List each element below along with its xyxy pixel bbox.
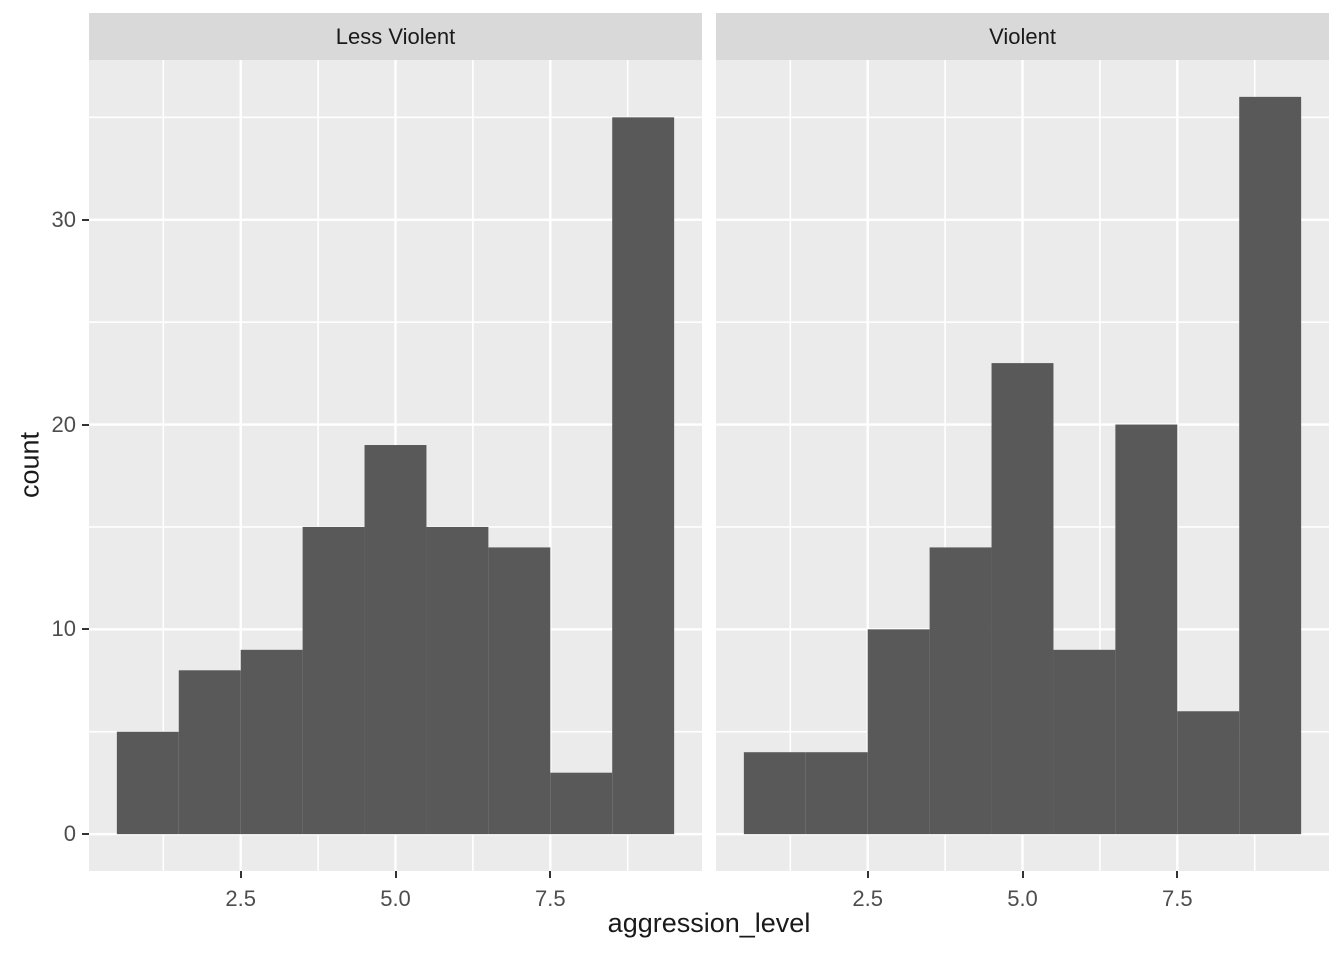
- x-tick-mark: [549, 871, 552, 878]
- x-tick-mark: [1176, 871, 1179, 878]
- x-tick-mark: [394, 871, 397, 878]
- gridline-minor-x: [789, 60, 792, 871]
- x-tick-label: 5.0: [1007, 886, 1038, 911]
- histogram-bar: [1115, 424, 1178, 835]
- gridline-major-x: [549, 60, 552, 871]
- histogram-bar: [867, 629, 930, 835]
- gridline-minor-x: [944, 60, 946, 871]
- histogram-bar: [488, 547, 551, 835]
- y-tick-label: 0: [63, 821, 76, 847]
- histogram-bar: [240, 649, 303, 835]
- gridline-minor-x: [162, 60, 165, 871]
- x-tick-label: 7.5: [535, 886, 566, 911]
- facet-strip-violent: Violent: [716, 13, 1329, 60]
- histogram-bar: [991, 363, 1054, 835]
- x-tick-mark: [866, 871, 869, 878]
- x-tick-mark: [1021, 871, 1024, 878]
- y-tick-mark: [82, 423, 89, 426]
- x-tick-label: 7.5: [1162, 886, 1193, 911]
- gridline-major-x: [866, 60, 869, 871]
- gridline-major-x: [239, 60, 242, 871]
- histogram-bar: [302, 526, 365, 835]
- gridline-minor-x: [1099, 60, 1101, 871]
- facet-strip-label: Violent: [989, 23, 1056, 49]
- histogram-bar: [1177, 711, 1240, 835]
- histogram-bar: [805, 752, 868, 835]
- panel-less-violent: [89, 60, 702, 871]
- gridline-minor-x: [472, 60, 474, 871]
- histogram-bar: [116, 731, 179, 835]
- panel-violent: [716, 60, 1329, 871]
- histogram-bar: [929, 547, 992, 835]
- y-tick-label: 20: [51, 411, 76, 437]
- x-axis-title: aggression_level: [607, 908, 811, 938]
- facet-strip-less-violent: Less Violent: [89, 13, 702, 60]
- gridline-major-x: [1176, 60, 1179, 871]
- y-tick-mark: [82, 218, 89, 221]
- gridline-minor-x: [317, 60, 319, 871]
- histogram-bar: [1239, 96, 1302, 835]
- facet-strip-label: Less Violent: [335, 23, 456, 49]
- x-tick-label: 2.5: [852, 886, 883, 911]
- histogram-bar: [1053, 649, 1116, 835]
- y-tick-mark: [82, 833, 89, 836]
- x-tick-mark: [239, 871, 242, 878]
- x-tick-label: 5.0: [380, 886, 411, 911]
- y-tick-mark: [82, 628, 89, 631]
- histogram-bar: [364, 445, 427, 835]
- y-tick-label: 10: [51, 616, 76, 642]
- x-tick-label: 2.5: [225, 886, 256, 911]
- histogram-bar: [550, 772, 613, 835]
- histogram-bar: [612, 117, 675, 835]
- y-axis-title: count: [14, 431, 45, 499]
- y-tick-label: 30: [51, 206, 76, 232]
- histogram-bar: [743, 752, 806, 835]
- histogram-bar: [178, 670, 241, 835]
- histogram-bar: [426, 526, 489, 835]
